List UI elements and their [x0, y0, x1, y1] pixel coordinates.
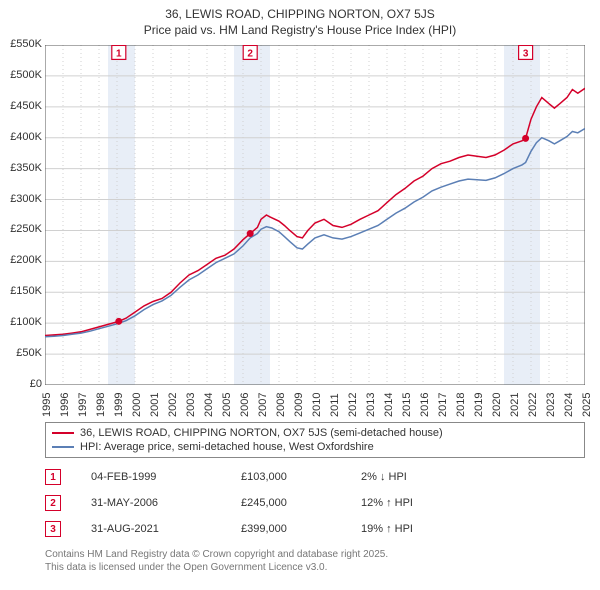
- footer-attribution: Contains HM Land Registry data © Crown c…: [45, 548, 585, 574]
- marker-badge-2: 2: [45, 495, 61, 511]
- x-tick-label: 2024: [563, 393, 575, 417]
- y-tick-label: £100K: [10, 316, 42, 328]
- x-tick-label: 2009: [293, 393, 305, 417]
- x-tick-label: 2005: [221, 393, 233, 417]
- x-tick-label: 1995: [41, 393, 53, 417]
- legend-row: 36, LEWIS ROAD, CHIPPING NORTON, OX7 5JS…: [52, 426, 578, 440]
- marker-badge-3: 3: [45, 521, 61, 537]
- x-tick-label: 2015: [401, 393, 413, 417]
- marker-pct: 19% ↑ HPI: [361, 523, 491, 535]
- x-tick-label: 2025: [581, 393, 593, 417]
- x-tick-label: 2006: [239, 393, 251, 417]
- y-tick-label: £350K: [10, 162, 42, 174]
- chart-svg: 1 2 3: [45, 45, 585, 385]
- marker-badge-1: 1: [45, 469, 61, 485]
- y-tick-label: £500K: [10, 69, 42, 81]
- x-tick-label: 2023: [545, 393, 557, 417]
- footer-line-1: Contains HM Land Registry data © Crown c…: [45, 548, 585, 561]
- legend-swatch-2: [52, 446, 74, 448]
- marker-badge-label: 1: [50, 472, 56, 483]
- y-tick-label: £550K: [10, 38, 42, 50]
- title-line-2: Price paid vs. HM Land Registry's House …: [0, 22, 600, 38]
- y-tick-label: £0: [30, 378, 42, 390]
- legend-swatch-1: [52, 432, 74, 434]
- x-tick-label: 2007: [257, 393, 269, 417]
- marker-badge-label: 3: [50, 524, 56, 535]
- y-tick-label: £200K: [10, 254, 42, 266]
- x-tick-label: 2014: [383, 393, 395, 417]
- marker-price: £399,000: [241, 523, 361, 535]
- x-tick-label: 2016: [419, 393, 431, 417]
- chart-title: 36, LEWIS ROAD, CHIPPING NORTON, OX7 5JS…: [0, 0, 600, 38]
- legend-label-2: HPI: Average price, semi-detached house,…: [80, 441, 374, 453]
- y-tick-label: £150K: [10, 285, 42, 297]
- footer-line-2: This data is licensed under the Open Gov…: [45, 561, 585, 574]
- title-line-1: 36, LEWIS ROAD, CHIPPING NORTON, OX7 5JS: [0, 6, 600, 22]
- x-tick-label: 2004: [203, 393, 215, 417]
- x-tick-label: 2002: [167, 393, 179, 417]
- y-tick-label: £250K: [10, 223, 42, 235]
- markers-table: 1 04‑FEB‑1999 £103,000 2% ↓ HPI 2 31‑MAY…: [45, 464, 585, 542]
- y-tick-label: £450K: [10, 100, 42, 112]
- marker-price: £103,000: [241, 471, 361, 483]
- x-tick-label: 2019: [473, 393, 485, 417]
- x-tick-label: 2011: [329, 393, 341, 417]
- svg-text:2: 2: [247, 48, 253, 59]
- marker-price: £245,000: [241, 497, 361, 509]
- x-tick-label: 2008: [275, 393, 287, 417]
- marker-row: 2 31‑MAY‑2006 £245,000 12% ↑ HPI: [45, 490, 585, 516]
- marker-pct: 12% ↑ HPI: [361, 497, 491, 509]
- x-tick-label: 2021: [509, 393, 521, 417]
- marker-date: 04‑FEB‑1999: [61, 471, 241, 483]
- x-tick-label: 2022: [527, 393, 539, 417]
- x-tick-label: 2012: [347, 393, 359, 417]
- x-tick-label: 2001: [149, 393, 161, 417]
- x-tick-label: 1996: [59, 393, 71, 417]
- legend-row: HPI: Average price, semi-detached house,…: [52, 440, 578, 454]
- x-tick-label: 2020: [491, 393, 503, 417]
- y-tick-label: £300K: [10, 193, 42, 205]
- x-tick-label: 2000: [131, 393, 143, 417]
- x-tick-label: 1997: [77, 393, 89, 417]
- marker-pct: 2% ↓ HPI: [361, 471, 491, 483]
- x-tick-label: 1999: [113, 393, 125, 417]
- marker-date: 31‑MAY‑2006: [61, 497, 241, 509]
- svg-text:3: 3: [523, 48, 529, 59]
- x-tick-label: 2003: [185, 393, 197, 417]
- y-tick-label: £400K: [10, 131, 42, 143]
- legend-label-1: 36, LEWIS ROAD, CHIPPING NORTON, OX7 5JS…: [80, 427, 443, 439]
- marker-badge-label: 2: [50, 498, 56, 509]
- marker-row: 1 04‑FEB‑1999 £103,000 2% ↓ HPI: [45, 464, 585, 490]
- y-tick-label: £50K: [16, 347, 42, 359]
- x-tick-label: 2013: [365, 393, 377, 417]
- chart-container: 36, LEWIS ROAD, CHIPPING NORTON, OX7 5JS…: [0, 0, 600, 590]
- legend-box: 36, LEWIS ROAD, CHIPPING NORTON, OX7 5JS…: [45, 422, 585, 458]
- x-tick-label: 1998: [95, 393, 107, 417]
- svg-text:1: 1: [116, 48, 122, 59]
- chart-area: 1 2 3: [45, 45, 585, 385]
- marker-date: 31‑AUG‑2021: [61, 523, 241, 535]
- marker-row: 3 31‑AUG‑2021 £399,000 19% ↑ HPI: [45, 516, 585, 542]
- x-tick-label: 2010: [311, 393, 323, 417]
- x-tick-label: 2017: [437, 393, 449, 417]
- x-tick-label: 2018: [455, 393, 467, 417]
